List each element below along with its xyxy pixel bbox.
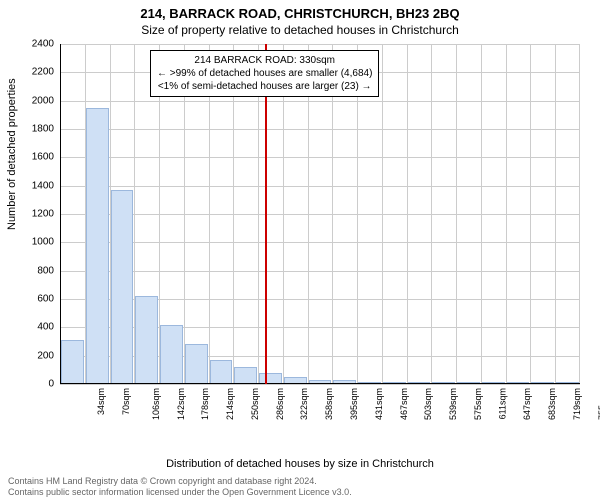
- grid-h: [60, 384, 580, 385]
- x-tick-label: 539sqm: [448, 388, 458, 420]
- x-tick-label: 250sqm: [250, 388, 260, 420]
- histogram-bar: [210, 360, 233, 384]
- grid-v: [431, 44, 432, 384]
- annotation-line: ← >99% of detached houses are smaller (4…: [157, 67, 372, 80]
- footer-attribution: Contains HM Land Registry data © Crown c…: [8, 476, 352, 499]
- y-tick-label: 1800: [14, 124, 54, 135]
- histogram-bar: [135, 296, 158, 384]
- y-tick-label: 0: [14, 379, 54, 390]
- grid-v: [555, 44, 556, 384]
- grid-h: [60, 129, 580, 130]
- y-tick-label: 1600: [14, 152, 54, 163]
- plot-area: 0200400600800100012001400160018002000220…: [60, 44, 580, 384]
- grid-v: [456, 44, 457, 384]
- x-tick-label: 214sqm: [225, 388, 235, 420]
- x-axis-line: [60, 383, 580, 384]
- x-tick-label: 322sqm: [300, 388, 310, 420]
- grid-v: [481, 44, 482, 384]
- y-tick-label: 1000: [14, 237, 54, 248]
- x-tick-label: 611sqm: [497, 388, 507, 419]
- x-axis-label: Distribution of detached houses by size …: [0, 458, 600, 470]
- y-tick-label: 1400: [14, 180, 54, 191]
- grid-v: [382, 44, 383, 384]
- grid-h: [60, 242, 580, 243]
- x-tick-label: 683sqm: [547, 388, 557, 420]
- grid-v: [530, 44, 531, 384]
- x-tick-label: 467sqm: [399, 388, 409, 420]
- histogram-bar: [111, 190, 134, 384]
- footer-line-1: Contains HM Land Registry data © Crown c…: [8, 476, 352, 487]
- x-tick-label: 755sqm: [597, 388, 600, 420]
- histogram-bar: [160, 325, 183, 385]
- x-tick-label: 34sqm: [96, 388, 106, 415]
- grid-h: [60, 44, 580, 45]
- grid-h: [60, 101, 580, 102]
- grid-h: [60, 186, 580, 187]
- grid-v: [407, 44, 408, 384]
- grid-v: [506, 44, 507, 384]
- y-axis-line: [60, 44, 61, 384]
- y-tick-label: 2400: [14, 39, 54, 50]
- histogram-bar: [185, 344, 208, 384]
- main-title: 214, BARRACK ROAD, CHRISTCHURCH, BH23 2B…: [0, 0, 600, 21]
- grid-v: [579, 44, 580, 384]
- histogram-bar: [234, 367, 257, 384]
- y-tick-label: 400: [14, 322, 54, 333]
- grid-h: [60, 157, 580, 158]
- histogram-bar: [86, 108, 109, 384]
- x-tick-label: 503sqm: [423, 388, 433, 420]
- x-tick-label: 70sqm: [121, 388, 131, 415]
- histogram-bar: [61, 340, 84, 384]
- grid-h: [60, 214, 580, 215]
- x-tick-label: 358sqm: [324, 388, 334, 420]
- x-tick-label: 719sqm: [572, 388, 582, 420]
- x-tick-label: 106sqm: [151, 388, 161, 420]
- subtitle: Size of property relative to detached ho…: [0, 21, 600, 37]
- annotation-line: <1% of semi-detached houses are larger (…: [157, 80, 372, 93]
- x-tick-label: 431sqm: [374, 388, 384, 420]
- x-tick-label: 575sqm: [473, 388, 483, 420]
- footer-line-2: Contains public sector information licen…: [8, 487, 352, 498]
- annotation-box: 214 BARRACK ROAD: 330sqm← >99% of detach…: [150, 50, 379, 97]
- x-tick-label: 286sqm: [275, 388, 285, 420]
- annotation-line: 214 BARRACK ROAD: 330sqm: [157, 54, 372, 67]
- chart-area: 0200400600800100012001400160018002000220…: [60, 44, 580, 424]
- x-tick-label: 178sqm: [200, 388, 210, 420]
- y-tick-label: 1200: [14, 209, 54, 220]
- x-tick-label: 395sqm: [349, 388, 359, 420]
- x-tick-label: 647sqm: [522, 388, 532, 420]
- y-tick-label: 2000: [14, 95, 54, 106]
- y-tick-label: 800: [14, 265, 54, 276]
- y-tick-label: 200: [14, 350, 54, 361]
- y-tick-label: 600: [14, 294, 54, 305]
- chart-container: 214, BARRACK ROAD, CHRISTCHURCH, BH23 2B…: [0, 0, 600, 500]
- grid-h: [60, 271, 580, 272]
- x-tick-label: 142sqm: [176, 388, 186, 420]
- y-tick-label: 2200: [14, 67, 54, 78]
